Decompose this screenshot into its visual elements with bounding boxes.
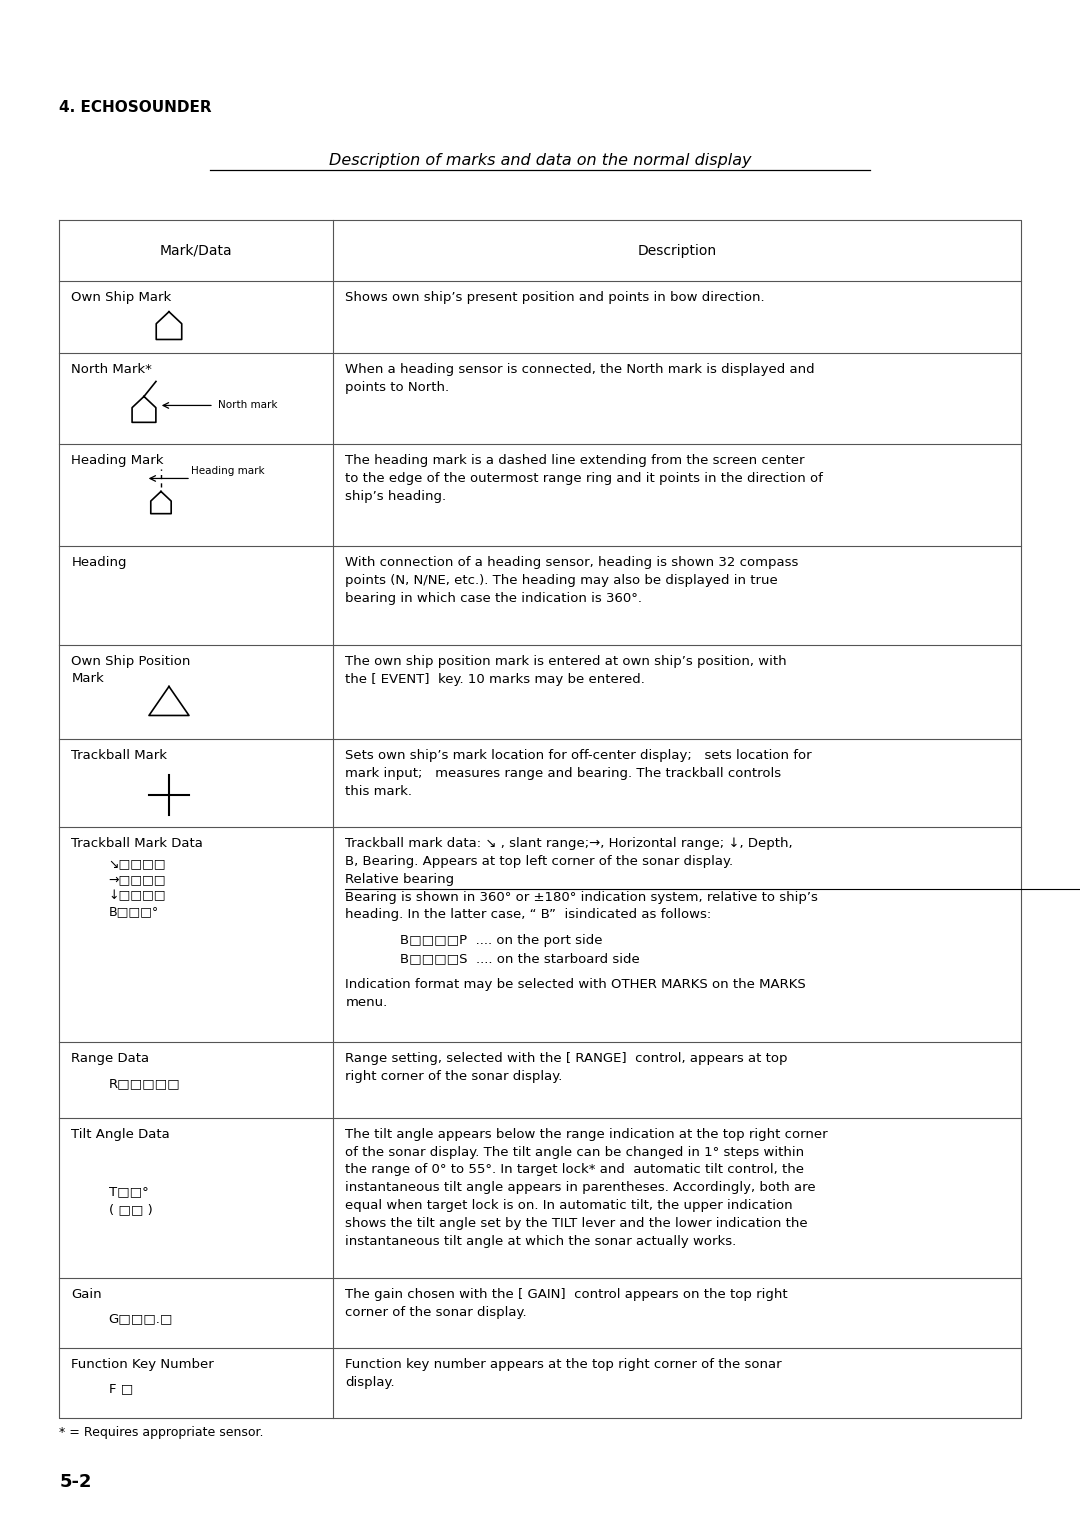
Text: Function Key Number: Function Key Number	[71, 1358, 214, 1371]
Text: this mark.: this mark.	[346, 785, 413, 798]
Text: The tilt angle appears below the range indication at the top right corner: The tilt angle appears below the range i…	[346, 1128, 828, 1141]
Text: Mark: Mark	[71, 672, 104, 685]
Text: Trackball Mark Data: Trackball Mark Data	[71, 837, 203, 850]
Text: points to North.: points to North.	[346, 382, 449, 394]
Text: North Mark*: North Mark*	[71, 364, 152, 376]
Text: Relative bearing: Relative bearing	[346, 872, 455, 886]
Text: Description: Description	[637, 243, 716, 258]
Text: to the edge of the outermost range ring and it points in the direction of: to the edge of the outermost range ring …	[346, 472, 823, 484]
Text: When a heading sensor is connected, the North mark is displayed and: When a heading sensor is connected, the …	[346, 364, 815, 376]
Text: Shows own ship’s present position and points in bow direction.: Shows own ship’s present position and po…	[346, 292, 765, 304]
Text: ( □□ ): ( □□ )	[109, 1203, 152, 1216]
Text: Heading mark: Heading mark	[191, 466, 265, 477]
Text: shows the tilt angle set by the TILT lever and the lower indication the: shows the tilt angle set by the TILT lev…	[346, 1216, 808, 1230]
Text: Range setting, selected with the [ RANGE]  control, appears at top: Range setting, selected with the [ RANGE…	[346, 1051, 787, 1065]
Text: corner of the sonar display.: corner of the sonar display.	[346, 1306, 527, 1319]
Text: Heading: Heading	[71, 556, 127, 570]
Text: Tilt Angle Data: Tilt Angle Data	[71, 1128, 171, 1141]
Text: T□□°: T□□°	[109, 1186, 148, 1198]
Text: Sets own ship’s mark location for off-center display;   sets location for: Sets own ship’s mark location for off-ce…	[346, 749, 812, 762]
Text: 5-2: 5-2	[59, 1473, 92, 1491]
Text: Indication format may be selected with OTHER MARKS on the MARKS: Indication format may be selected with O…	[346, 978, 806, 990]
Text: Bearing is shown in 360° or ±180° indication system, relative to ship’s: Bearing is shown in 360° or ±180° indica…	[346, 891, 819, 903]
Text: The own ship position mark is entered at own ship’s position, with: The own ship position mark is entered at…	[346, 656, 787, 668]
Text: Trackball mark data: ↘ , slant range;→, Horizontal range; ↓, Depth,: Trackball mark data: ↘ , slant range;→, …	[346, 837, 793, 850]
Text: B□□□□P  .... on the port side: B□□□□P .... on the port side	[401, 934, 603, 947]
Text: the [ EVENT]  key. 10 marks may be entered.: the [ EVENT] key. 10 marks may be entere…	[346, 672, 645, 686]
Text: * = Requires appropriate sensor.: * = Requires appropriate sensor.	[59, 1426, 264, 1439]
Text: B□□□□S  .... on the starboard side: B□□□□S .... on the starboard side	[401, 952, 640, 966]
Text: North mark: North mark	[218, 400, 278, 411]
Text: equal when target lock is on. In automatic tilt, the upper indication: equal when target lock is on. In automat…	[346, 1199, 793, 1212]
Text: Own Ship Mark: Own Ship Mark	[71, 292, 172, 304]
Text: mark input;   measures range and bearing. The trackball controls: mark input; measures range and bearing. …	[346, 767, 782, 781]
Text: bearing in which case the indication is 360°.: bearing in which case the indication is …	[346, 591, 643, 605]
Text: Function key number appears at the top right corner of the sonar: Function key number appears at the top r…	[346, 1358, 782, 1371]
Text: instantaneous tilt angle at which the sonar actually works.: instantaneous tilt angle at which the so…	[346, 1235, 737, 1247]
Text: →□□□□: →□□□□	[109, 872, 166, 886]
Text: ↘□□□□: ↘□□□□	[109, 857, 166, 869]
Text: Heading Mark: Heading Mark	[71, 454, 164, 468]
Text: of the sonar display. The tilt angle can be changed in 1° steps within: of the sonar display. The tilt angle can…	[346, 1146, 805, 1158]
Text: instantaneous tilt angle appears in parentheses. Accordingly, both are: instantaneous tilt angle appears in pare…	[346, 1181, 816, 1195]
Text: B, Bearing. Appears at top left corner of the sonar display.: B, Bearing. Appears at top left corner o…	[346, 856, 733, 868]
Text: The gain chosen with the [ GAIN]  control appears on the top right: The gain chosen with the [ GAIN] control…	[346, 1288, 788, 1302]
Text: Own Ship Position: Own Ship Position	[71, 656, 191, 668]
Text: Range Data: Range Data	[71, 1051, 149, 1065]
Text: F □: F □	[109, 1383, 133, 1395]
Text: Trackball Mark: Trackball Mark	[71, 749, 167, 762]
Text: display.: display.	[346, 1375, 395, 1389]
Text: G□□□.□: G□□□.□	[109, 1313, 173, 1325]
Text: 4. ECHOSOUNDER: 4. ECHOSOUNDER	[59, 99, 212, 115]
Text: right corner of the sonar display.: right corner of the sonar display.	[346, 1070, 563, 1083]
Text: With connection of a heading sensor, heading is shown 32 compass: With connection of a heading sensor, hea…	[346, 556, 799, 570]
Text: heading. In the latter case, “ B”  isindicated as follows:: heading. In the latter case, “ B” isindi…	[346, 909, 712, 921]
Text: ↓□□□□: ↓□□□□	[109, 889, 166, 902]
Text: The heading mark is a dashed line extending from the screen center: The heading mark is a dashed line extend…	[346, 454, 805, 468]
Text: Description of marks and data on the normal display: Description of marks and data on the nor…	[328, 153, 752, 168]
Text: Gain: Gain	[71, 1288, 102, 1302]
Text: Mark/Data: Mark/Data	[160, 243, 232, 258]
Text: the range of 0° to 55°. In target lock* and  automatic tilt control, the: the range of 0° to 55°. In target lock* …	[346, 1163, 805, 1177]
Text: menu.: menu.	[346, 996, 388, 1008]
Text: B□□□°: B□□□°	[109, 905, 159, 918]
Text: points (N, N/NE, etc.). The heading may also be displayed in true: points (N, N/NE, etc.). The heading may …	[346, 575, 778, 587]
Text: R□□□□□: R□□□□□	[109, 1077, 180, 1089]
Text: ship’s heading.: ship’s heading.	[346, 489, 446, 503]
